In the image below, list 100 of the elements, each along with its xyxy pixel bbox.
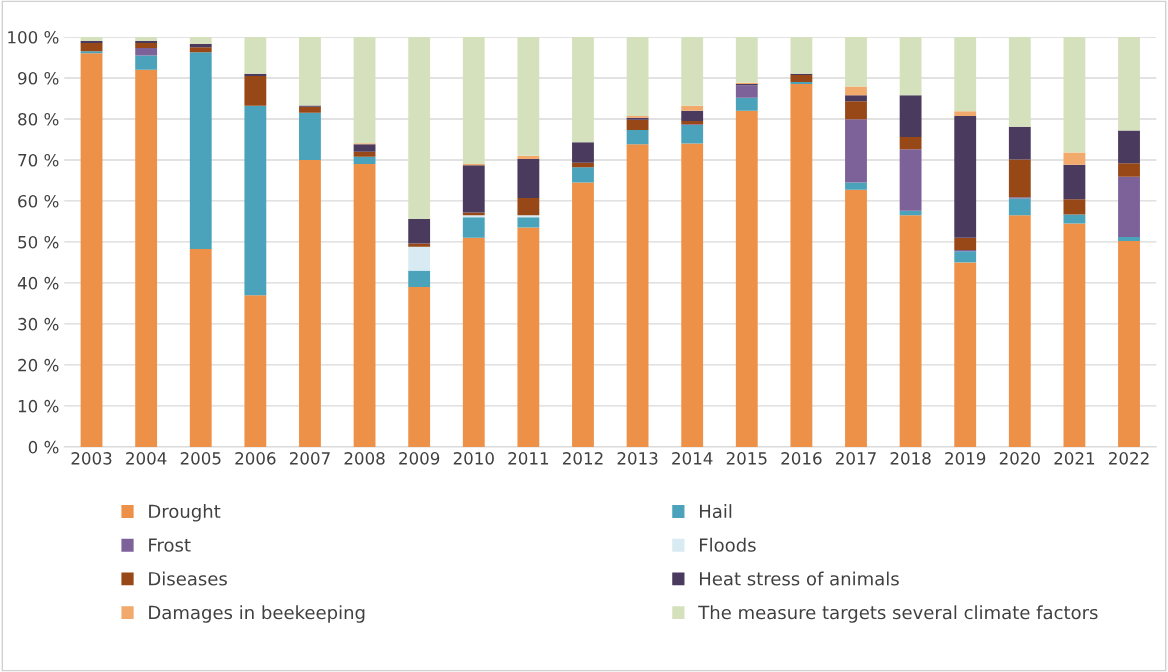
x-tick-label: 2013	[617, 452, 658, 465]
bar	[681, 143, 704, 447]
bar	[790, 82, 813, 85]
bar	[1118, 36, 1140, 131]
bar	[462, 217, 485, 238]
bar	[845, 119, 867, 183]
bar	[790, 75, 813, 83]
bar	[1008, 215, 1031, 447]
y-tick-label: 80 %	[18, 112, 59, 126]
x-tick-label: 2017	[836, 452, 876, 465]
bar	[1063, 36, 1086, 153]
x-tick-label: 2019	[945, 452, 986, 465]
bar	[1118, 241, 1140, 447]
x-tick-label: 2011	[508, 452, 549, 465]
legend-label: Drought	[149, 504, 221, 522]
bar	[80, 43, 103, 52]
bar	[244, 105, 267, 296]
bar	[735, 97, 758, 111]
x-tick-label: 2004	[126, 452, 167, 465]
bar	[954, 36, 977, 112]
x-tick-label: 2008	[344, 452, 385, 465]
bar	[1008, 126, 1031, 160]
bar	[954, 251, 977, 263]
bar	[189, 43, 212, 48]
bar	[626, 36, 649, 117]
bar	[845, 36, 867, 87]
bar	[80, 53, 103, 447]
bar	[517, 217, 540, 228]
bar	[899, 215, 922, 447]
bar	[845, 95, 867, 102]
bar	[735, 110, 758, 447]
bar	[189, 36, 212, 44]
y-tick-label: 90 %	[18, 71, 59, 85]
y-tick-label: 70 %	[18, 153, 59, 167]
y-tick-label: 40 %	[17, 276, 59, 290]
bar	[517, 215, 540, 218]
bar	[790, 36, 813, 74]
legend-label: Damages in beekeeping	[149, 605, 365, 623]
bar	[1118, 176, 1140, 237]
bar	[517, 198, 540, 216]
bar	[681, 36, 704, 106]
bar	[626, 119, 649, 131]
bar	[845, 182, 867, 190]
bar	[845, 86, 867, 96]
bar	[80, 41, 103, 44]
bar	[626, 130, 649, 145]
bar	[681, 110, 704, 121]
bar	[1008, 198, 1031, 216]
bar	[517, 155, 540, 160]
y-tick-label: 60 %	[18, 194, 59, 208]
bar	[408, 243, 431, 247]
bar	[462, 165, 485, 213]
bar	[572, 182, 594, 447]
legend-label: The measure targets several climate factors	[698, 605, 1098, 623]
bar	[517, 36, 540, 156]
bar	[735, 85, 758, 98]
bar	[954, 237, 977, 251]
bar	[572, 162, 594, 168]
bar	[735, 36, 758, 83]
y-tick-label: 20 %	[18, 358, 59, 372]
x-tick-label: 2018	[890, 452, 931, 465]
bar	[1063, 164, 1086, 200]
legend-label: Diseases	[149, 571, 227, 586]
bar	[353, 156, 376, 165]
bar	[1008, 36, 1031, 127]
bar	[954, 111, 977, 117]
bar	[408, 36, 431, 219]
legend-label: Floods	[699, 537, 756, 552]
x-tick-label: 2021	[1054, 452, 1095, 465]
legend-label: Hail	[699, 504, 732, 519]
bar	[135, 69, 158, 447]
bar	[353, 36, 376, 144]
bar	[462, 237, 485, 447]
bar	[1118, 163, 1140, 177]
bar	[572, 36, 594, 143]
bar	[572, 167, 594, 183]
bar	[135, 43, 158, 49]
legend-label: Frost	[149, 538, 191, 552]
x-tick-label: 2022	[1109, 452, 1149, 465]
bar	[408, 218, 431, 244]
bar	[790, 84, 813, 447]
bar	[80, 36, 103, 42]
bar	[572, 142, 594, 163]
x-tick-label: 2003	[71, 452, 112, 465]
x-tick-label: 2012	[562, 452, 603, 465]
bar	[189, 47, 212, 53]
bar	[681, 120, 704, 125]
bar	[299, 36, 321, 106]
bar	[135, 41, 158, 44]
bar	[899, 36, 922, 96]
legend-label: Heat stress of animals	[699, 571, 899, 586]
bar	[244, 36, 267, 74]
bar	[244, 73, 267, 76]
bar	[899, 149, 922, 211]
bar	[80, 51, 103, 54]
bar	[1063, 199, 1086, 215]
bar	[681, 105, 704, 111]
bar	[353, 151, 376, 157]
bar	[135, 55, 158, 70]
x-tick-label: 2015	[726, 452, 767, 465]
